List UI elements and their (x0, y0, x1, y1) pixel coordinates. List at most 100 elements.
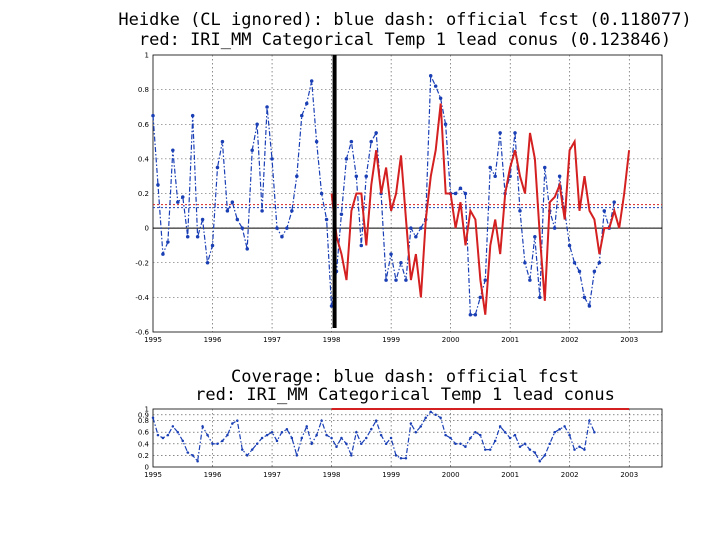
coverage-point (231, 422, 234, 425)
coverage-point (211, 442, 214, 446)
heidke-point (344, 157, 349, 161)
heidke-point (285, 226, 289, 230)
coverage-y-tick-label: 0.6 (138, 429, 150, 437)
heidke-point (538, 295, 542, 300)
coverage-point (156, 433, 160, 437)
heidke-y-tick-label: -0.2 (135, 259, 149, 267)
coverage-point (275, 439, 279, 443)
heidke-point (290, 209, 294, 213)
heidke-point (220, 139, 225, 144)
heidke-point (394, 278, 398, 282)
coverage-point (226, 433, 229, 437)
coverage-point (548, 442, 551, 446)
coverage-point (260, 436, 264, 440)
coverage-point (479, 433, 482, 437)
coverage-y-tick-label: 0.4 (138, 440, 150, 448)
coverage-point (389, 436, 393, 440)
coverage-x-tick-label: 1998 (323, 471, 341, 479)
coverage-point (409, 422, 413, 425)
heidke-point (304, 101, 309, 106)
heidke-point (270, 157, 274, 161)
heidke-point (240, 226, 245, 230)
coverage-point (191, 454, 194, 457)
coverage-point (374, 419, 378, 422)
heidke-point (478, 295, 483, 300)
heidke-point (518, 209, 522, 213)
heidke-point (498, 131, 502, 135)
heidke-point (533, 235, 537, 239)
heidke-point (443, 122, 448, 126)
coverage-point (518, 445, 522, 448)
coverage-point (330, 436, 333, 440)
heidke-y-tick-label: 0.2 (138, 190, 149, 198)
heidke-point (438, 96, 443, 101)
heidke-x-tick-label: 1996 (204, 336, 222, 344)
coverage-point (236, 419, 239, 422)
coverage-x-tick-label: 1999 (382, 471, 400, 479)
coverage-point (295, 454, 299, 457)
heidke-point (493, 174, 497, 178)
coverage-title: Coverage: blue dash: official fcst (231, 367, 579, 387)
coverage-point (379, 433, 383, 437)
coverage-point (528, 448, 532, 451)
coverage-point (265, 433, 269, 437)
heidke-point (414, 235, 418, 239)
coverage-point (325, 433, 328, 437)
coverage-point (454, 442, 457, 446)
coverage-point (588, 419, 591, 422)
heidke-point (364, 174, 368, 178)
coverage-point (201, 425, 204, 428)
coverage-point (558, 428, 561, 431)
coverage-point (171, 425, 175, 428)
coverage-point (216, 442, 219, 446)
heidke-chart-panel: 1995 1996 1997 1998 1999 2000 2001 2002 2003 -0.6… (135, 52, 663, 344)
heidke-point (384, 278, 388, 282)
coverage-point (196, 459, 199, 463)
heidke-series-official (152, 75, 615, 316)
coverage-point (439, 416, 442, 419)
coverage-point (315, 433, 318, 437)
heidke-point (374, 131, 378, 135)
heidke-point (171, 148, 175, 152)
coverage-point (533, 451, 537, 454)
coverage-y-tick-label: 0.9 (138, 411, 149, 419)
coverage-point (508, 436, 512, 440)
coverage-point (434, 413, 437, 417)
heidke-point (473, 312, 478, 317)
coverage-point (290, 436, 294, 440)
heidke-point (587, 304, 592, 308)
coverage-point (355, 430, 358, 434)
coverage-point (280, 430, 284, 434)
coverage-point (563, 425, 566, 428)
coverage-point (449, 436, 452, 440)
coverage-point (538, 459, 542, 463)
coverage-x-tick-label: 1997 (263, 471, 281, 479)
heidke-point (151, 113, 155, 118)
heidke-point (245, 247, 249, 251)
coverage-point (474, 430, 477, 434)
heidke-point (552, 226, 557, 230)
heidke-point (369, 139, 373, 144)
coverage-plot-frame (152, 408, 663, 468)
heidke-point (195, 235, 200, 239)
coverage-point (469, 436, 472, 440)
heidke-point (513, 131, 517, 135)
heidke-point (314, 139, 319, 144)
coverage-point (360, 442, 363, 446)
heidke-point (215, 165, 220, 170)
heidke-point (523, 261, 527, 265)
coverage-point (578, 445, 581, 448)
heidke-point (557, 174, 562, 178)
coverage-point (255, 442, 259, 446)
coverage-point (245, 454, 249, 457)
heidke-point (324, 217, 329, 222)
heidke-point (399, 261, 403, 265)
heidke-point (339, 212, 344, 217)
heidke-point (458, 186, 463, 191)
coverage-point (270, 430, 274, 434)
heidke-point (468, 312, 473, 317)
coverage-point (498, 425, 502, 428)
coverage-x-tick-label: 2003 (620, 471, 638, 479)
coverage-point (305, 425, 308, 428)
